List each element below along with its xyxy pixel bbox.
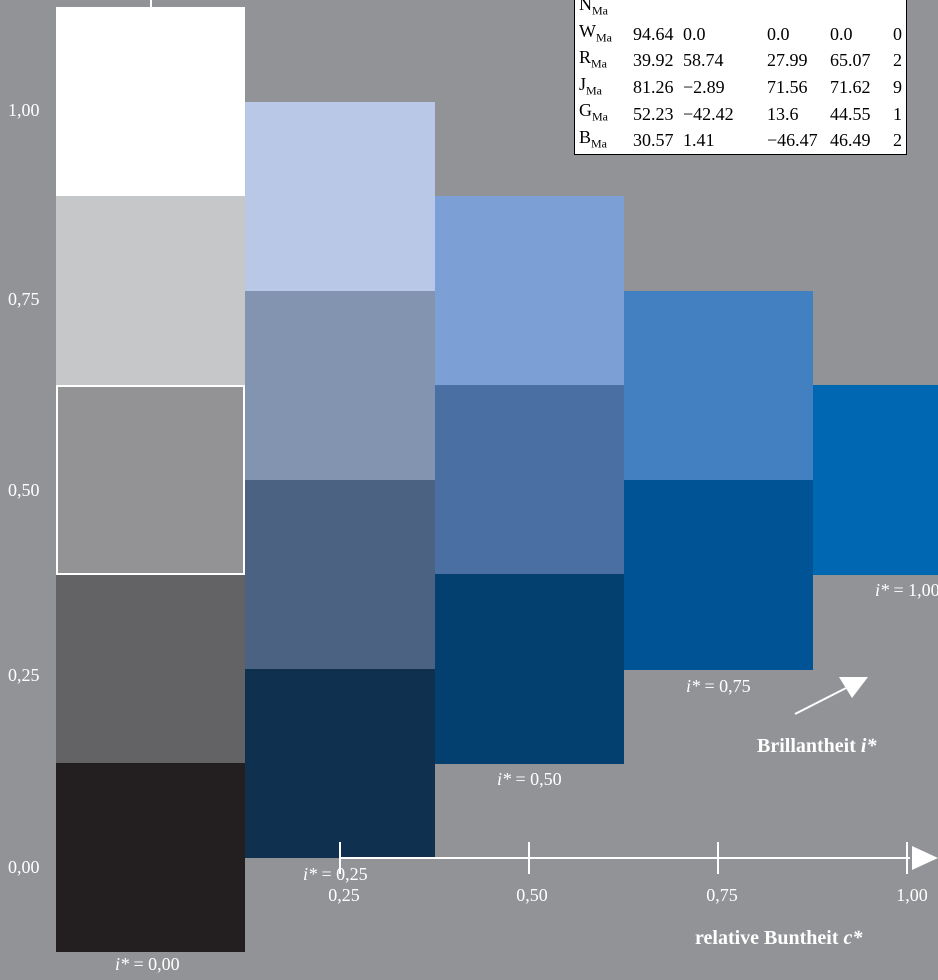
swatch-col2-row0: [435, 196, 624, 385]
table-row-name: BMa: [579, 126, 608, 151]
table-cell: 39.92: [633, 50, 674, 71]
swatch-col0-row4: [56, 763, 245, 952]
table-cell: 0: [893, 23, 902, 44]
y-tick-label-0-25: 0,25: [8, 665, 40, 685]
table-cell: 1: [893, 103, 902, 124]
table-cell: −42.42: [683, 103, 734, 124]
table-cell: −2.89: [683, 77, 725, 98]
table-cell: [763, 0, 826, 21]
table-cell: 30.57: [633, 130, 674, 151]
table-row: BMa 30.57 1.41 −46.47 46.49 2: [575, 127, 907, 154]
table-cell: 0.0: [830, 23, 853, 44]
swatch-col3-row1: [624, 480, 813, 670]
x-tick-label-1-00: 1,00: [896, 885, 928, 905]
table-cell: 1.41: [683, 130, 715, 151]
col-label-4: i* = 1,00: [875, 580, 938, 600]
x-tick-label-0-50: 0,50: [516, 885, 548, 905]
x-axis-arrow-head: [912, 846, 938, 870]
table-cell: [629, 0, 679, 21]
table-row: RMa 39.92 58.74 27.99 65.07 2: [575, 47, 907, 74]
swatch-col1-row3: [245, 669, 435, 858]
swatch-col1-row1: [245, 291, 435, 480]
col-label-1: i* = 0,25: [303, 864, 368, 884]
swatch-col0-row0: [56, 7, 245, 196]
table-row-name: RMa: [579, 47, 608, 71]
swatch-col1-row2: [245, 480, 435, 669]
swatch-col2-row2: [435, 574, 624, 764]
diagonal-arrow-head: [839, 677, 868, 698]
table-cell: 0.0: [683, 23, 706, 44]
col-label-0: i* = 0,00: [115, 954, 180, 974]
table-row-name: NMa: [579, 0, 608, 18]
table-cell: 44.55: [830, 103, 871, 124]
x-tick-label-0-25: 0,25: [328, 885, 360, 905]
diagonal-axis-caption: Brillantheit i*: [757, 735, 877, 757]
table-cell: 65.07: [830, 50, 871, 71]
table-cell: 58.74: [683, 50, 724, 71]
table-cell: [679, 0, 763, 21]
swatch-col4-row0: [813, 385, 938, 575]
y-axis-stub: [150, 0, 152, 7]
swatch-col1-row0: [245, 102, 435, 291]
table-row-name: WMa: [579, 20, 612, 45]
x-axis-line: [340, 857, 910, 859]
table-cell: [889, 0, 907, 21]
table-cell: 13.6: [767, 103, 799, 124]
x-axis-caption: relative Buntheit c*: [695, 927, 863, 949]
x-tick-0-25: [339, 842, 341, 874]
table-row: GMa 52.23 −42.42 13.6 44.55 1: [575, 100, 907, 127]
swatch-col3-row0: [624, 291, 813, 480]
color-values-table: NMa WMa 94.64 0.0 0.0 0.0 0 RMa 39.92 58.74 27.99 6…: [574, 0, 907, 155]
table-cell: −46.47: [767, 130, 818, 151]
table-row: WMa 94.64 0.0 0.0 0.0 0: [575, 21, 907, 48]
x-tick-1-00: [906, 842, 908, 874]
table-cell: 46.49: [830, 130, 871, 151]
table-row-name: JMa: [579, 73, 603, 98]
table-cell: 71.56: [767, 77, 808, 98]
diagonal-arrow-shaft: [794, 685, 851, 715]
table-cell: 52.23: [633, 103, 674, 124]
table-cell: [826, 0, 889, 21]
table-cell: 2: [893, 50, 902, 71]
table-cell: 71.62: [830, 77, 871, 98]
y-tick-label-0-75: 0,75: [8, 289, 40, 309]
table-cell: 94.64: [633, 23, 674, 44]
table-cell: 2: [893, 130, 902, 151]
y-tick-label-0-50: 0,50: [8, 480, 40, 500]
swatch-col2-row1: [435, 385, 624, 574]
y-tick-label-1-00: 1,00: [8, 100, 40, 120]
x-tick-0-75: [717, 842, 719, 874]
x-tick-label-0-75: 0,75: [706, 885, 738, 905]
table-cell: 27.99: [767, 50, 808, 71]
swatch-col0-row1: [56, 196, 245, 385]
table-cell: 0.0: [767, 23, 790, 44]
table-row-name: GMa: [579, 100, 608, 124]
swatch-col0-row3: [56, 575, 245, 763]
y-tick-label-0-00: 0,00: [8, 857, 40, 877]
table-row: JMa 81.26 −2.89 71.56 71.62 9: [575, 74, 907, 101]
swatch-col0-row2-outlined: [56, 385, 245, 575]
x-tick-0-50: [528, 842, 530, 874]
table-cell: 9: [893, 77, 902, 98]
table-cell: 81.26: [633, 77, 674, 98]
col-label-3: i* = 0,75: [686, 676, 751, 696]
table-row: NMa: [575, 0, 907, 21]
col-label-2: i* = 0,50: [497, 769, 562, 789]
